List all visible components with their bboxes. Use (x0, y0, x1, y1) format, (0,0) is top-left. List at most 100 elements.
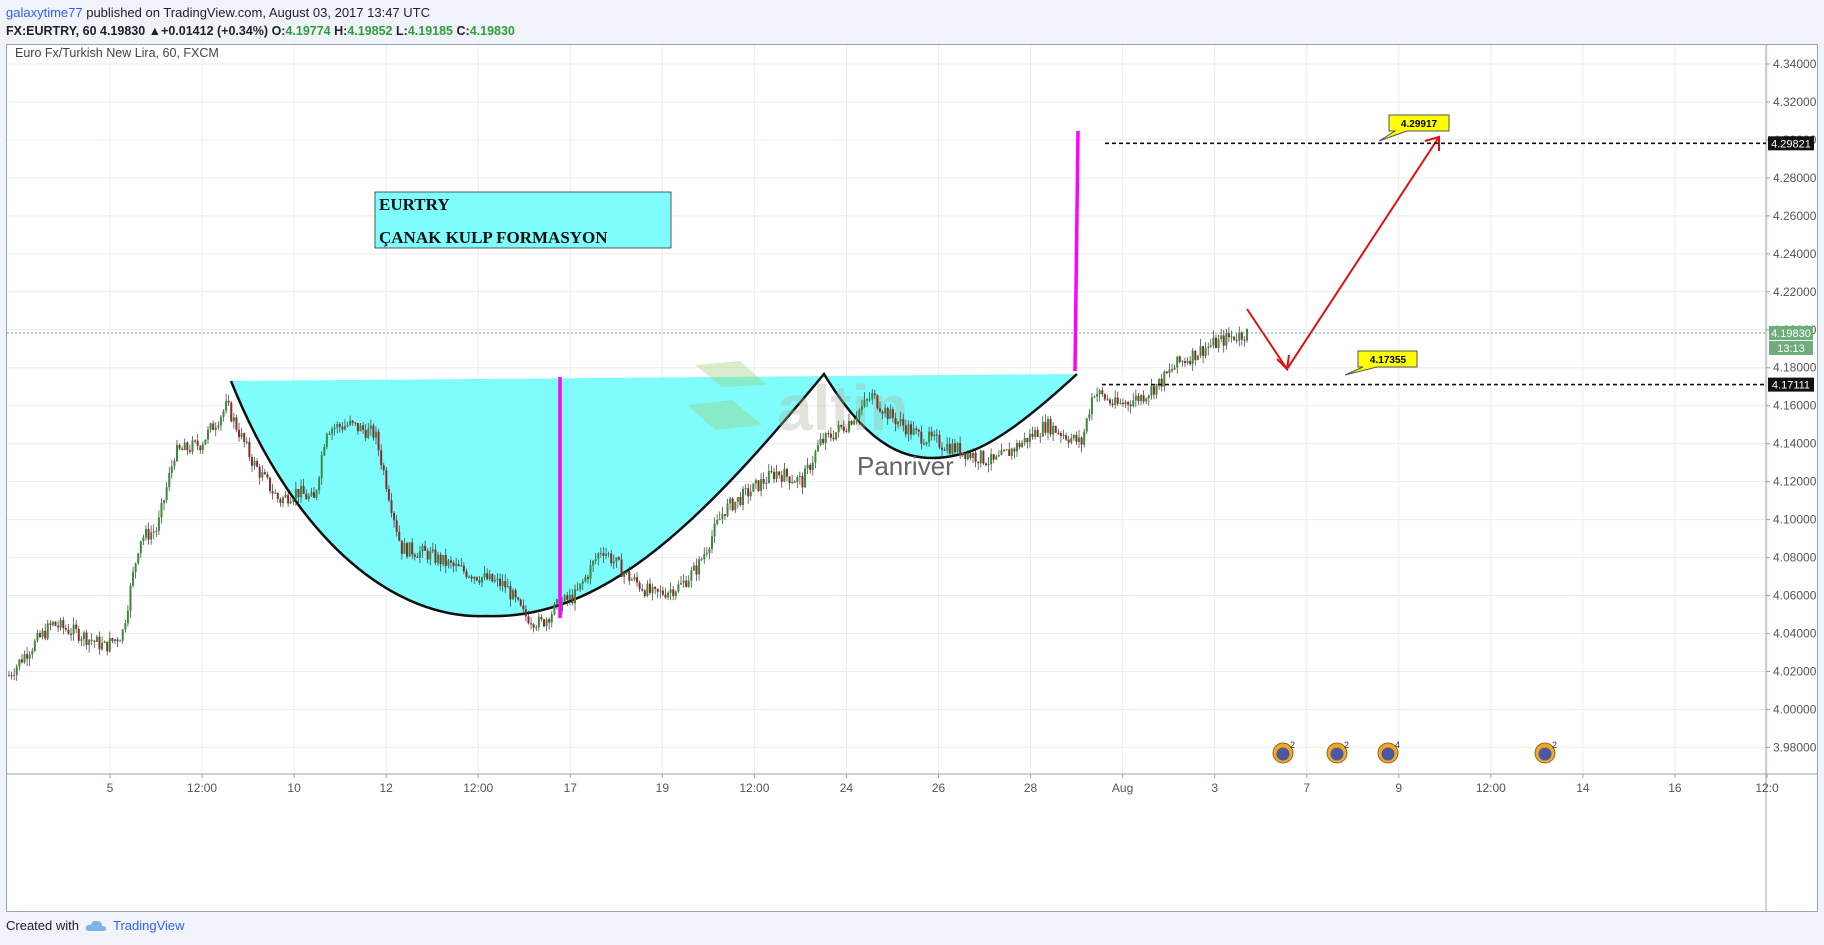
candle-body (168, 472, 171, 488)
candle-body (511, 590, 514, 600)
candle-body (351, 420, 354, 423)
candle-body (134, 563, 137, 572)
candle-body (762, 479, 765, 484)
candle-body (1155, 384, 1158, 395)
candle-body (1109, 399, 1112, 404)
candle-body (475, 576, 478, 581)
candle-body (850, 421, 853, 425)
time-tick-label: 12:00 (463, 781, 493, 795)
candle-body (612, 561, 615, 564)
candle-body (504, 581, 507, 588)
candle-body (1101, 390, 1104, 395)
candle-body (935, 434, 938, 436)
candle-body (1093, 396, 1096, 398)
price-tick-label: 4.08000 (1773, 551, 1817, 565)
candle-body (1090, 397, 1093, 415)
candle-body (1080, 437, 1083, 445)
candle-body (1054, 425, 1057, 433)
price-chart[interactable]: Euro Fx/Turkish New Lira, 60, FXCM altin… (7, 45, 1817, 911)
event-badges[interactable]: 2 2 4 2 (1272, 740, 1557, 764)
price-axis[interactable]: 4.340004.320004.300004.280004.260004.240… (1766, 57, 1817, 754)
economic-event-icon[interactable]: 2 (1326, 740, 1349, 764)
candle-body (310, 492, 313, 496)
candle-body (124, 623, 127, 630)
candle-body (1015, 442, 1018, 452)
candle-body (953, 443, 956, 453)
candle-body (514, 590, 517, 598)
candle-body (1065, 435, 1068, 440)
candle-body (336, 424, 339, 428)
candle-body (1114, 397, 1117, 405)
candle-body (1168, 369, 1171, 374)
candle-body (1057, 432, 1060, 434)
candle-body (201, 444, 204, 451)
candle-body (486, 573, 489, 580)
candle-body (1103, 394, 1106, 400)
candle-body (1036, 429, 1039, 437)
candle-body (804, 468, 807, 488)
candle-body (175, 444, 178, 462)
candle-body (930, 431, 933, 437)
price-tick-label: 4.16000 (1773, 399, 1817, 413)
candle-body (685, 580, 688, 587)
candle-body (951, 443, 954, 454)
event-count: 4 (1395, 740, 1400, 750)
candle-body (1049, 418, 1052, 435)
candle-body (899, 419, 902, 422)
candle-body (470, 576, 473, 579)
candle-body (977, 461, 980, 464)
time-tick-label: 7 (1303, 781, 1310, 795)
candle-body (452, 562, 455, 567)
candle-body (878, 408, 881, 412)
candle-body (437, 554, 440, 563)
candle-body (139, 541, 142, 554)
candle-body (920, 431, 923, 444)
candle-body (1083, 431, 1086, 445)
candle-body (1008, 449, 1011, 456)
candle-body (225, 401, 228, 411)
time-tick-label: 14 (1576, 781, 1590, 795)
price-tick-label: 4.04000 (1773, 627, 1817, 641)
candle-body (907, 424, 910, 435)
price-tick-label: 4.14000 (1773, 437, 1817, 451)
candle-body (400, 540, 403, 554)
candle-body (785, 468, 788, 477)
tradingview-link[interactable]: TradingView (112, 918, 185, 933)
candle-body (274, 492, 277, 494)
candle-body (230, 402, 233, 422)
candle-body (106, 641, 109, 652)
candle-body (302, 485, 305, 494)
candle-body (1031, 433, 1034, 437)
candle-body (754, 480, 757, 484)
economic-event-icon[interactable]: 4 (1377, 740, 1400, 764)
candle-body (142, 537, 145, 542)
price-tick-label: 4.34000 (1773, 57, 1817, 71)
economic-event-icon[interactable]: 2 (1534, 740, 1557, 764)
candle-body (418, 551, 421, 558)
candle-body (364, 429, 367, 439)
candle-body (1021, 442, 1024, 448)
candle-body (1059, 433, 1062, 437)
economic-event-icon[interactable]: 2 (1272, 740, 1295, 764)
candle-body (98, 636, 101, 650)
candle-body (398, 531, 401, 541)
time-axis[interactable]: 5 12:00 10 12 12:00 17 19 12:00 24 26 28 Aug 3 7 9 12:0… (107, 774, 1779, 795)
chart-title: Euro Fx/Turkish New Lira, 60, FXCM (15, 46, 219, 60)
candle-body (325, 433, 328, 447)
target-projection-line (1073, 130, 1080, 372)
candle-body (1191, 350, 1194, 364)
price-tick-label: 4.06000 (1773, 589, 1817, 603)
candle-body (380, 450, 383, 466)
candle-body (917, 429, 920, 432)
chart-panel[interactable]: Euro Fx/Turkish New Lira, 60, FXCM altin… (6, 44, 1818, 912)
author-link[interactable]: galaxytime77 (6, 5, 83, 20)
horizontal-levels[interactable]: 4.29821 4.17111 (1102, 136, 1814, 392)
forecast-arrows (1246, 135, 1440, 372)
candle-body (49, 623, 52, 625)
candle-body (941, 447, 944, 450)
candle-body (95, 636, 98, 642)
price-tick-label: 4.22000 (1773, 285, 1817, 299)
watermark-sub: Panriver (857, 451, 954, 481)
candle-body (708, 548, 711, 553)
high-label: H: (334, 24, 348, 38)
